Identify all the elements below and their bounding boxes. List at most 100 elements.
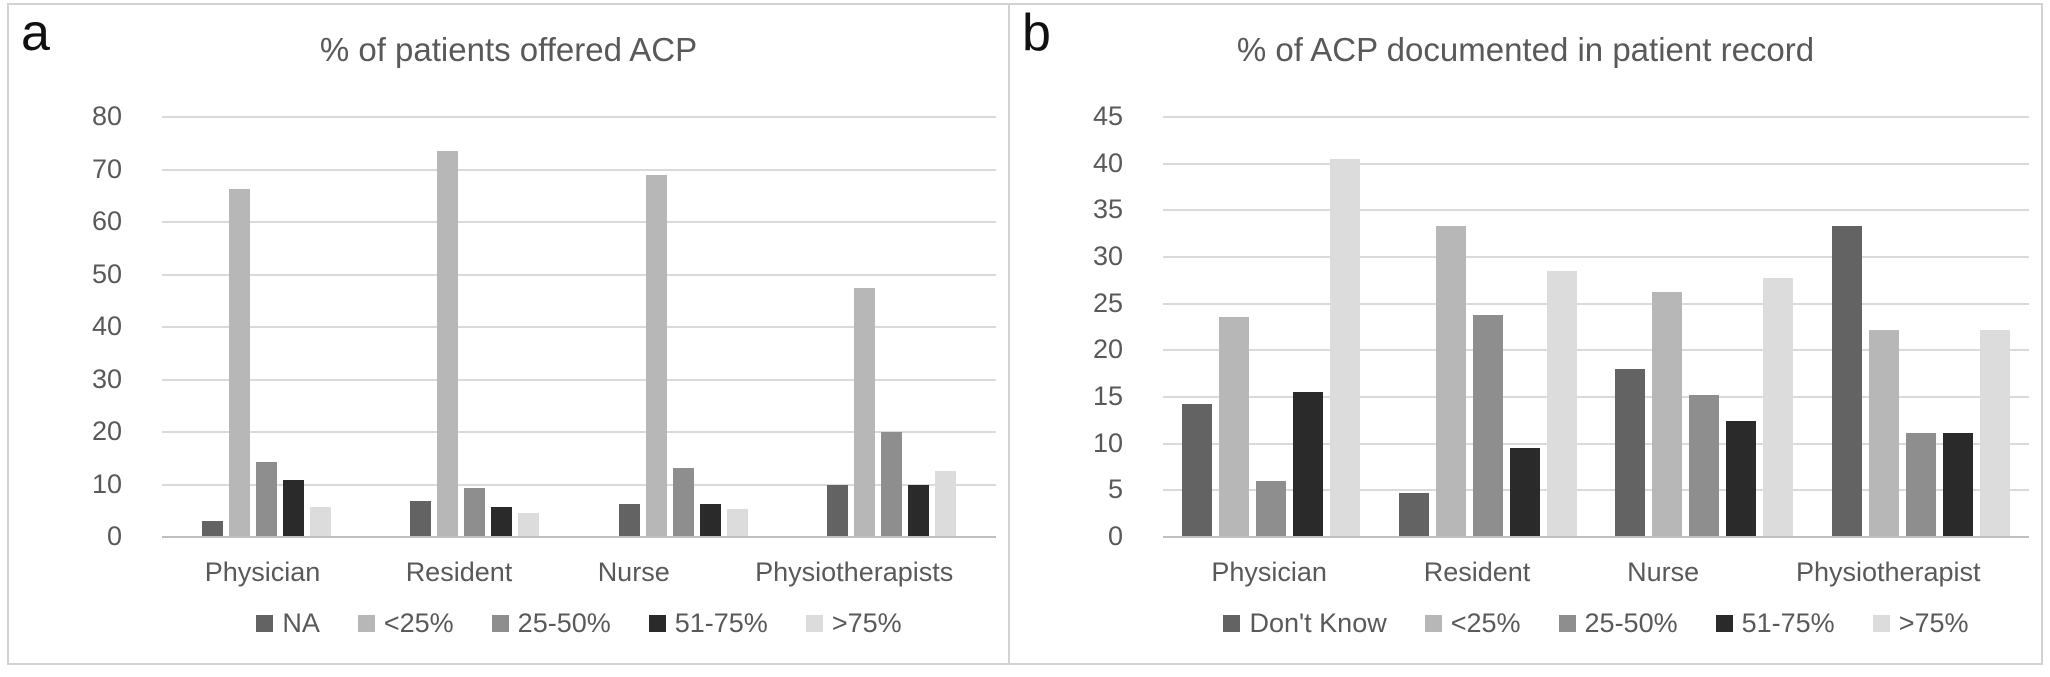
gridline xyxy=(1163,489,2029,492)
legend-swatch-icon xyxy=(357,615,375,632)
legend-item: 51-75% xyxy=(1715,608,1835,639)
y-tick-label: 45 xyxy=(1092,101,1123,131)
bar-physiotherapists-25-50- xyxy=(881,432,903,537)
bar-physician-na xyxy=(201,520,223,537)
chart-b-x-axis-line xyxy=(1163,536,2029,538)
legend-label: 25-50% xyxy=(1584,608,1678,638)
bar-physiotherapists--75- xyxy=(935,471,957,537)
bar-group-nurse xyxy=(618,175,748,537)
category-label-nurse: Nurse xyxy=(1627,557,1700,587)
legend-swatch-icon xyxy=(1558,615,1576,632)
legend-swatch-icon xyxy=(491,615,509,632)
legend-item: >75% xyxy=(1872,608,1969,639)
legend-item: 25-50% xyxy=(491,608,611,639)
gridline xyxy=(162,326,996,328)
legend-item: <25% xyxy=(1424,608,1521,639)
bar-group-resident xyxy=(410,151,540,537)
y-tick-label: 5 xyxy=(1107,474,1123,505)
chart-a-category-labels: Physician Resident Nurse Physiotherapists xyxy=(162,557,996,588)
y-tick-label: 25 xyxy=(1092,287,1123,318)
gridline xyxy=(162,168,996,171)
y-tick-label: 30 xyxy=(91,363,122,394)
chart-a-plot-area xyxy=(162,116,996,538)
bar-physician-25-50- xyxy=(255,461,277,537)
gridline xyxy=(162,273,996,276)
bar-group-physician xyxy=(201,189,331,537)
legend-item: 51-75% xyxy=(648,608,768,639)
gridline xyxy=(162,431,996,433)
category-label-resident: Resident xyxy=(405,557,513,587)
y-tick-label: 60 xyxy=(91,206,122,236)
bar-nurse-na xyxy=(618,504,640,537)
chart-b-bar-groups xyxy=(1163,117,2029,537)
legend-label: <25% xyxy=(1450,608,1521,638)
bar-resident-51-75- xyxy=(491,506,513,537)
panel-letter-b: b xyxy=(1022,4,1051,62)
gridline xyxy=(162,116,996,118)
bar-physician--75- xyxy=(1330,159,1361,537)
category-label-physician: Physician xyxy=(204,557,321,587)
gridline xyxy=(1163,442,2029,445)
y-tick-label: 50 xyxy=(91,258,122,289)
bar-group-resident xyxy=(1398,226,1577,537)
y-tick-label: 80 xyxy=(91,101,122,131)
bar-nurse--75- xyxy=(1763,277,1794,537)
bar-group-physiotherapist xyxy=(1831,226,2010,537)
y-tick-label: 30 xyxy=(1092,241,1123,271)
bar-resident-don-t-know xyxy=(1398,493,1429,537)
y-tick-label: 0 xyxy=(106,521,122,551)
bar-nurse--25- xyxy=(645,175,667,537)
chart-b-legend: Don't Know <25% 25-50% 51-75% >75% xyxy=(1163,608,2029,639)
y-tick-label: 20 xyxy=(91,416,122,446)
legend-swatch-icon xyxy=(1424,615,1442,632)
legend-label: 51-75% xyxy=(674,608,768,638)
y-tick-label: 40 xyxy=(91,311,122,341)
bar-group-nurse xyxy=(1615,277,1794,537)
bar-physician-51-75- xyxy=(1293,392,1324,537)
y-tick-label: 70 xyxy=(91,153,122,184)
chart-panel-a: a % of patients offered ACP 0 10 20 30 40 50 6… xyxy=(9,4,1008,663)
y-tick-label: 20 xyxy=(1092,334,1123,365)
gridline xyxy=(162,221,996,223)
gridline xyxy=(1163,116,2029,118)
bar-resident-na xyxy=(410,501,432,537)
category-label-resident: Resident xyxy=(1423,557,1531,587)
bar-resident--75- xyxy=(1546,271,1577,537)
chart-b-category-labels: Physician Resident Nurse Physiotherapist xyxy=(1163,557,2029,588)
chart-b-plot-area xyxy=(1163,116,2029,538)
category-label-physiotherapist: Physiotherapist xyxy=(1795,557,1981,587)
bar-resident--25- xyxy=(1435,226,1466,537)
bar-nurse-25-50- xyxy=(1689,395,1720,537)
legend-swatch-icon xyxy=(1715,615,1733,632)
chart-a-legend: NA <25% 25-50% 51-75% >75% xyxy=(162,608,996,639)
legend-swatch-icon xyxy=(256,615,274,632)
two-panel-figure: a % of patients offered ACP 0 10 20 30 40 50 6… xyxy=(7,3,2043,665)
legend-item: <25% xyxy=(357,608,454,639)
legend-label: Don't Know xyxy=(1249,608,1387,638)
gridline xyxy=(1163,302,2029,305)
bar-physiotherapists--25- xyxy=(854,287,876,537)
legend-item: NA xyxy=(256,608,320,639)
bar-physiotherapist-51-75- xyxy=(1942,433,1973,537)
chart-a-bar-groups xyxy=(162,117,996,537)
panel-letter-a: a xyxy=(21,4,50,62)
chart-a-y-axis-labels: 0 10 20 30 40 50 60 70 80 xyxy=(9,103,144,550)
bar-nurse-51-75- xyxy=(1726,421,1757,537)
bar-nurse--25- xyxy=(1652,291,1683,537)
panel-divider xyxy=(1008,5,1010,663)
gridline xyxy=(1163,209,2029,212)
y-tick-label: 40 xyxy=(1092,147,1123,178)
bar-physiotherapists-51-75- xyxy=(908,484,930,537)
chart-b-y-axis-labels: 0 5 10 15 20 25 30 35 40 45 xyxy=(1010,103,1145,550)
bar-nurse-25-50- xyxy=(672,468,694,537)
legend-swatch-icon xyxy=(648,615,666,632)
bar-resident--25- xyxy=(437,151,459,537)
legend-item: 25-50% xyxy=(1558,608,1678,639)
gridline xyxy=(1163,256,2029,258)
bar-physician-25-50- xyxy=(1256,481,1287,537)
category-label-physiotherapists: Physiotherapists xyxy=(755,557,954,587)
bar-nurse-don-t-know xyxy=(1615,369,1646,537)
gridline xyxy=(1163,349,2029,352)
bar-physician-51-75- xyxy=(282,480,304,537)
